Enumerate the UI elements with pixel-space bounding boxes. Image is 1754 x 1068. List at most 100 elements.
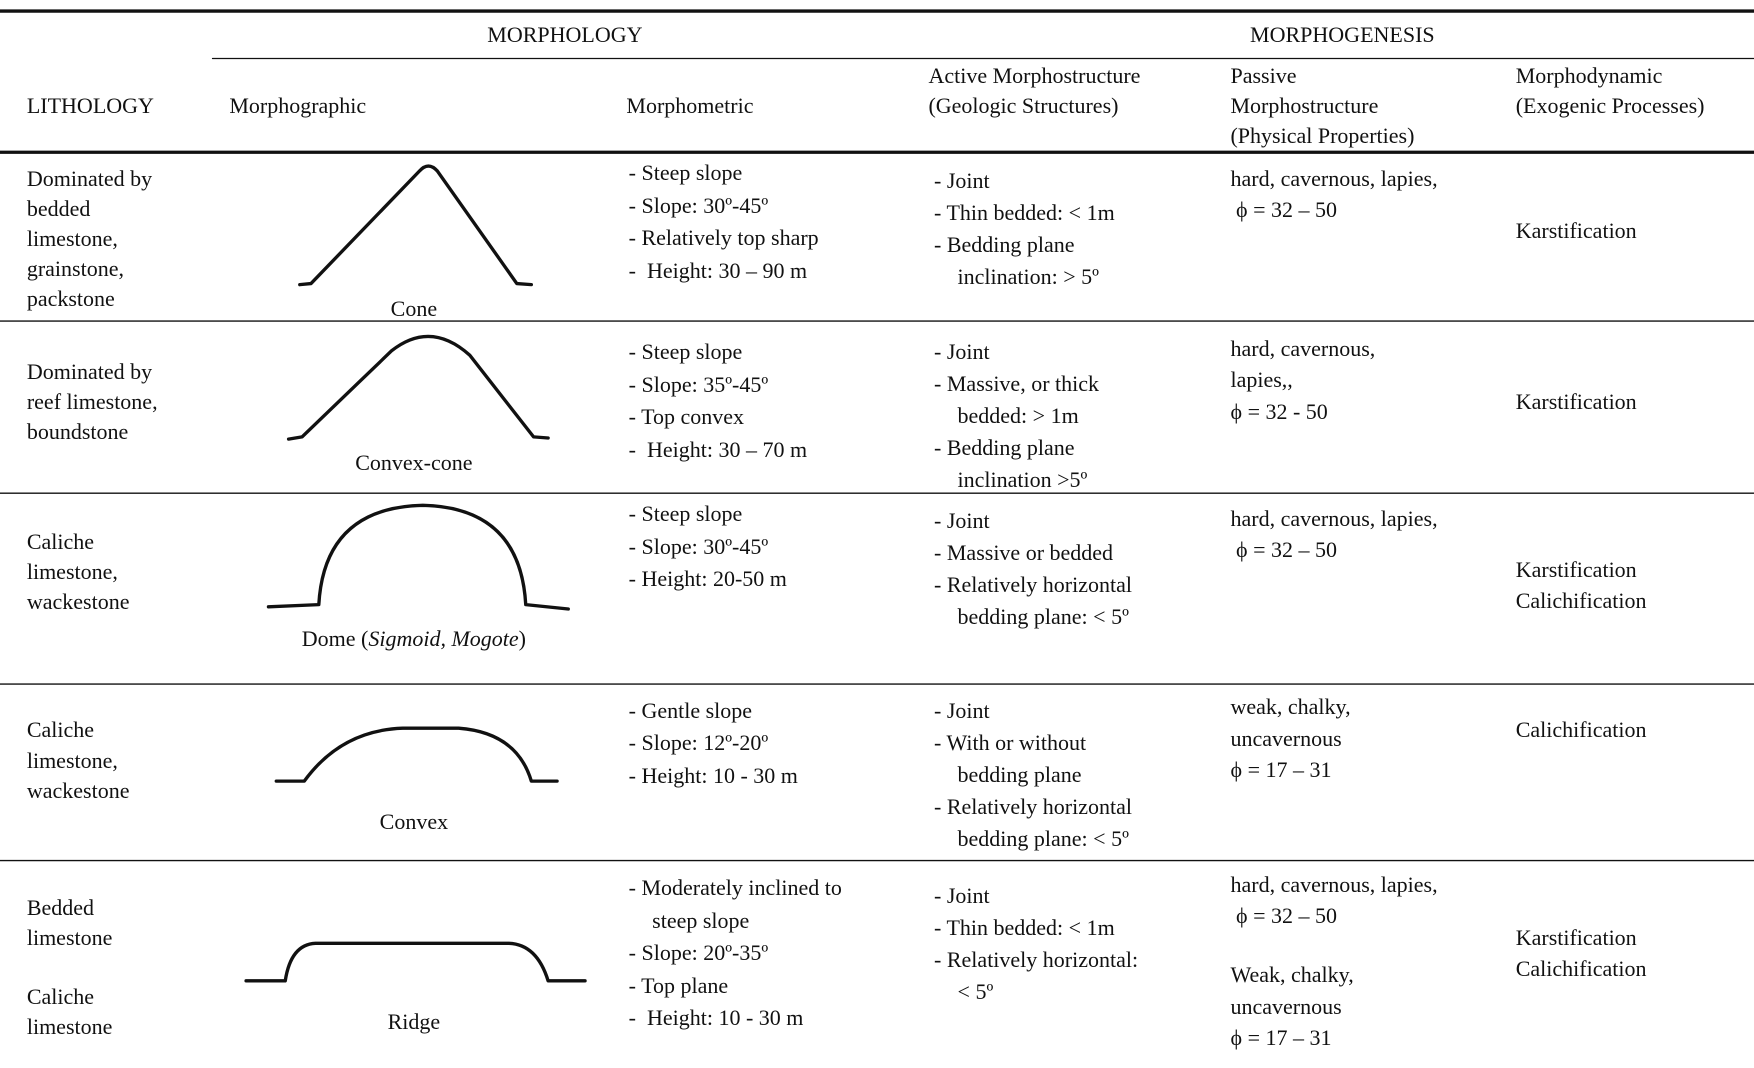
morphometric-item: - Height: 10 - 30 m	[628, 762, 798, 788]
passive-text: ϕ = 32 – 50	[1230, 536, 1337, 562]
column-header: Active Morphostructure	[928, 63, 1141, 89]
convex-shape	[274, 726, 559, 783]
morphodynamic-text: Karstification	[1515, 388, 1637, 414]
morphometric-item: - Height: 30 – 70 m	[628, 436, 808, 462]
active-item: - Thin bedded: < 1m	[934, 199, 1115, 225]
active-item: - Joint	[934, 167, 990, 193]
active-item: bedding plane: < 5º	[957, 825, 1129, 851]
lithology-text: wackestone	[26, 777, 130, 803]
active-item: bedding plane	[957, 761, 1082, 787]
shape-label-part: Ridge	[387, 1008, 441, 1034]
morphometric-item: - Height: 20-50 m	[628, 566, 787, 592]
morphometric-item: steep slope	[652, 907, 750, 933]
passive-text: weak, chalky,	[1230, 694, 1351, 720]
dome-shape	[266, 503, 570, 611]
passive-text: hard, cavernous,	[1230, 335, 1376, 361]
active-item: - Joint	[934, 507, 990, 533]
morphometric-item: - Gentle slope	[628, 697, 753, 723]
morphodynamic-text: Karstification	[1515, 924, 1637, 950]
active-item: - Relatively horizontal:	[934, 946, 1139, 972]
morphometric-item: - Height: 10 - 30 m	[628, 1005, 804, 1031]
lithology-text: boundstone	[26, 419, 129, 445]
passive-text: ϕ = 17 – 31	[1230, 1025, 1332, 1051]
active-item: inclination >5º	[957, 466, 1088, 492]
passive-text: hard, cavernous, lapies,	[1230, 165, 1438, 191]
lithology-text: grainstone,	[26, 256, 124, 282]
shape-label-part: Cone	[390, 295, 438, 321]
column-header: Morphodynamic	[1515, 63, 1663, 89]
column-header: (Geologic Structures)	[928, 92, 1119, 118]
morphometric-item: - Slope: 20º-35º	[628, 940, 769, 966]
morphodynamic-text: Karstification	[1515, 217, 1637, 243]
shape-label: Convex-cone	[355, 450, 472, 476]
group-header: MORPHOGENESIS	[1250, 22, 1435, 48]
ridge-shape	[244, 941, 587, 983]
passive-text: ϕ = 32 – 50	[1230, 197, 1337, 223]
active-item: bedded: > 1m	[957, 402, 1079, 428]
morphometric-item: - Steep slope	[628, 501, 743, 527]
lithology-text: limestone	[26, 925, 113, 951]
active-item: - Joint	[934, 697, 990, 723]
cone-shape	[298, 164, 534, 287]
lithology-text: Bedded	[26, 895, 95, 921]
morphometric-item: - Moderately inclined to	[628, 875, 842, 901]
active-item: - Relatively horizontal	[934, 571, 1132, 597]
passive-text: ϕ = 32 - 50	[1230, 398, 1328, 424]
passive-text: hard, cavernous, lapies,	[1230, 871, 1438, 897]
shape-label-part: Dome (	[301, 625, 369, 651]
lithology-text: bedded	[26, 195, 91, 221]
group-header: MORPHOLOGY	[487, 22, 643, 48]
shape-label: Cone	[391, 296, 437, 322]
morphometric-item: - Slope: 30º-45º	[628, 533, 769, 559]
active-item: - Massive or bedded	[934, 539, 1114, 565]
active-item: - Massive, or thick	[934, 370, 1100, 396]
lithology-text: wackestone	[26, 588, 130, 614]
lithology-text: Dominated by	[26, 165, 153, 191]
shape-label: Dome (Sigmoid, Mogote)	[302, 626, 526, 652]
morphometric-item: - Top plane	[628, 972, 729, 998]
passive-text: Weak, chalky,	[1230, 962, 1354, 988]
morphometric-item: - Slope: 30º-45º	[628, 192, 769, 218]
lithology-text: Caliche	[26, 717, 95, 743]
active-item: < 5º	[957, 978, 994, 1004]
active-item: - With or without	[934, 729, 1087, 755]
active-item: - Thin bedded: < 1m	[934, 914, 1115, 940]
active-item: - Joint	[934, 338, 990, 364]
shape-label-part: Convex	[379, 808, 449, 834]
lithology-text: Caliche	[26, 528, 95, 554]
passive-text: uncavernous	[1230, 993, 1342, 1019]
lithology-text: limestone,	[26, 225, 118, 251]
morphodynamic-text: Calichification	[1515, 717, 1647, 743]
passive-text: lapies,,	[1230, 367, 1293, 393]
morphometric-item: - Slope: 12º-20º	[628, 730, 769, 756]
morphodynamic-text: Karstification	[1515, 557, 1637, 583]
passive-text: hard, cavernous, lapies,	[1230, 505, 1438, 531]
active-item: - Bedding plane	[934, 434, 1075, 460]
lithology-text: reef limestone,	[26, 388, 158, 414]
morphometric-item: - Height: 30 – 90 m	[628, 257, 808, 283]
active-item: bedding plane: < 5º	[957, 603, 1129, 629]
passive-text: uncavernous	[1230, 725, 1342, 751]
passive-text: ϕ = 17 – 31	[1230, 757, 1332, 783]
active-item: - Bedding plane	[934, 231, 1075, 257]
column-header: (Physical Properties)	[1230, 122, 1415, 148]
lithology-text: Caliche	[26, 983, 95, 1009]
shape-label: Ridge	[388, 1009, 441, 1035]
column-header: (Exogenic Processes)	[1515, 92, 1705, 118]
lithology-text: limestone	[26, 1014, 113, 1040]
shape-label-part: Convex-cone	[355, 450, 473, 476]
lithology-text: Dominated by	[26, 358, 153, 384]
shape-label-part: )	[518, 625, 526, 651]
morphometric-item: - Relatively top sharp	[628, 225, 819, 251]
shape-label-part: Sigmoid, Mogote	[368, 625, 519, 651]
column-header: Morphometric	[626, 92, 754, 118]
active-item: - Joint	[934, 882, 990, 908]
active-item: - Relatively horizontal	[934, 793, 1132, 819]
convex-cone-shape	[286, 334, 550, 441]
column-header: Passive	[1230, 63, 1297, 89]
column-header: LITHOLOGY	[26, 92, 154, 118]
lithology-text: packstone	[26, 286, 115, 312]
morphodynamic-text: Calichification	[1515, 955, 1647, 981]
